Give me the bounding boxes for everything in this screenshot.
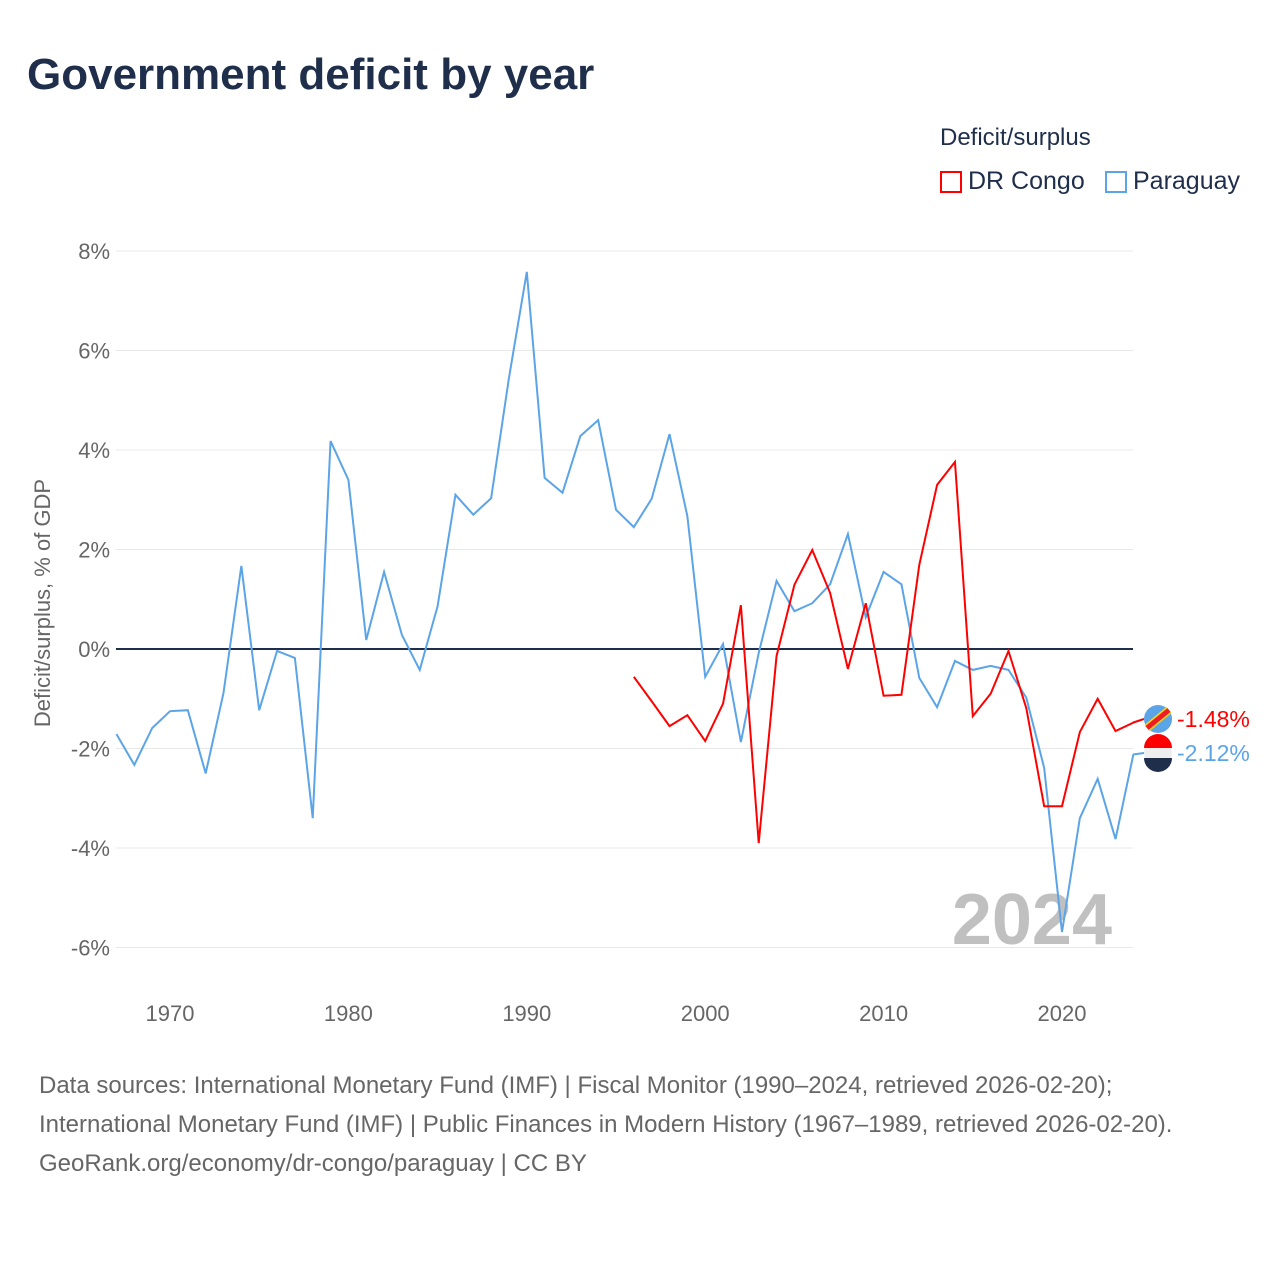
legend-label: Paraguay — [1133, 167, 1241, 195]
flag-stripe — [1145, 708, 1171, 730]
page-title: Government deficit by year — [27, 50, 595, 99]
y-axis-label: Deficit/surplus, % of GDP — [30, 479, 55, 727]
end-value-label: -1.48% — [1177, 706, 1250, 732]
end-value-label: -2.12% — [1177, 740, 1250, 766]
x-tick-label: 1990 — [502, 1001, 551, 1026]
legend-label: DR Congo — [968, 167, 1085, 195]
series-line-dr-congo — [633, 459, 1134, 844]
legend-swatch — [940, 170, 962, 193]
source-note: Data sources: International Monetary Fun… — [39, 1066, 1239, 1183]
y-tick-label: 2% — [78, 538, 110, 563]
y-tick-label: 4% — [78, 438, 110, 463]
series-line-paraguay — [115, 271, 1135, 933]
legend-item-dr-congo[interactable]: DR Congo — [940, 167, 1085, 196]
legend-title: Deficit/surplus — [940, 124, 1091, 151]
legend-item-paraguay[interactable]: Paraguay — [1105, 167, 1240, 196]
x-tick-label: 2000 — [681, 1001, 730, 1026]
end-connector — [1132, 752, 1145, 756]
source-text: Data sources: International Monetary Fun… — [39, 1072, 1173, 1138]
y-tick-label: 8% — [78, 239, 110, 264]
plot-area: 8% 6% 4% 2% 0% -2% -4% -6% 1970 1980 1990 2000 2010 2… — [30, 239, 1250, 1026]
x-tick-label: 2020 — [1038, 1001, 1087, 1026]
x-tick-label: 2010 — [859, 1001, 908, 1026]
flag-stripe — [1144, 734, 1172, 748]
credit-text: GeoRank.org/economy/dr-congo/paraguay | … — [39, 1150, 587, 1177]
end-connector — [1132, 718, 1145, 724]
legend-swatch — [1105, 170, 1127, 193]
y-tick-label: 0% — [78, 637, 110, 662]
x-tick-label: 1970 — [146, 1001, 195, 1026]
year-watermark: 2024 — [952, 880, 1112, 960]
y-tick-label: 6% — [78, 339, 110, 364]
y-tick-label: -4% — [71, 836, 110, 861]
y-tick-label: -6% — [71, 936, 110, 961]
y-tick-label: -2% — [71, 737, 110, 762]
x-tick-label: 1980 — [324, 1001, 373, 1026]
flag-stripe — [1144, 758, 1172, 772]
